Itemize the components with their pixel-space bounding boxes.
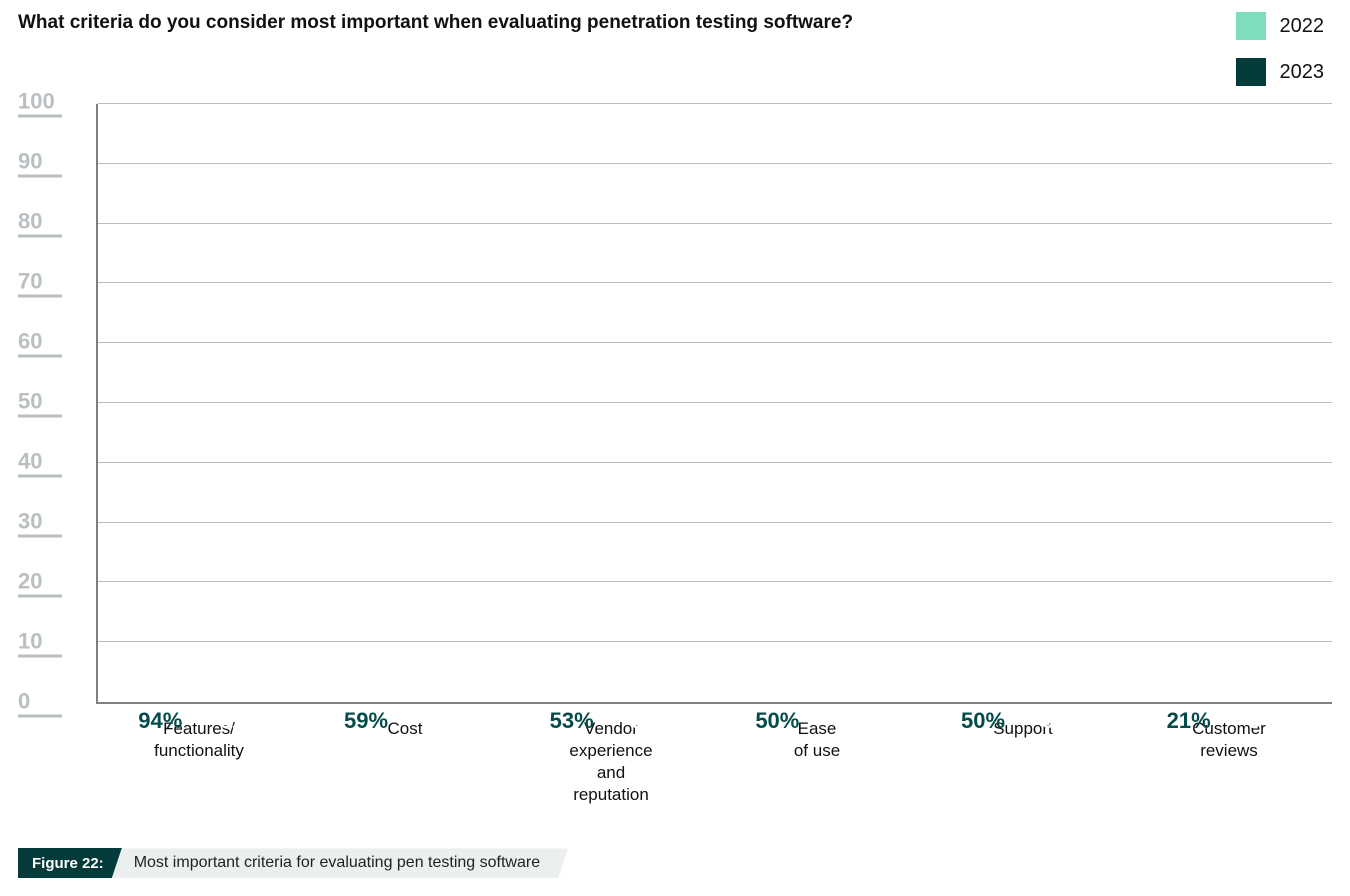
y-tick-mark — [18, 415, 62, 418]
legend-label: 2022 — [1280, 15, 1325, 38]
y-tick-label: 50 — [18, 391, 42, 413]
chart: 0102030405060708090100 94%81%59%68%53%53… — [18, 104, 1332, 704]
y-tick-mark — [18, 475, 62, 478]
y-tick-mark — [18, 355, 62, 358]
y-tick: 10 — [18, 631, 76, 658]
y-tick: 0 — [18, 691, 76, 718]
bar-value-label: 94% — [121, 708, 199, 734]
legend-swatch — [1236, 58, 1266, 86]
y-tick-mark — [18, 715, 62, 718]
legend-item: 2023 — [1236, 58, 1325, 86]
y-tick-label: 0 — [18, 691, 30, 713]
y-tick-mark — [18, 595, 62, 598]
y-tick-label: 100 — [18, 91, 55, 113]
plot-area: 94%81%59%68%53%53%50%56%50%53%21%34% — [96, 104, 1332, 704]
y-tick: 80 — [18, 211, 76, 238]
y-tick-mark — [18, 655, 62, 658]
y-tick-label: 80 — [18, 211, 42, 233]
legend-label: 2023 — [1280, 61, 1325, 84]
bar-value-label: 50% — [738, 708, 816, 734]
y-tick-label: 10 — [18, 631, 42, 653]
bar-value-label: 34% — [1231, 708, 1309, 734]
y-tick-mark — [18, 175, 62, 178]
legend-swatch — [1236, 12, 1266, 40]
y-tick-mark — [18, 235, 62, 238]
y-tick: 60 — [18, 331, 76, 358]
y-tick: 30 — [18, 511, 76, 538]
legend-item: 2022 — [1236, 12, 1325, 40]
x-axis-labels: Features/ functionalityCostVendor experi… — [96, 718, 1332, 806]
bar-value-label: 53% — [614, 708, 692, 734]
y-tick: 40 — [18, 451, 76, 478]
y-tick: 100 — [18, 91, 76, 118]
y-tick-label: 20 — [18, 571, 42, 593]
legend: 2022 2023 — [1236, 12, 1325, 86]
figure-caption-text: Most important criteria for evaluating p… — [112, 848, 568, 878]
y-tick-label: 30 — [18, 511, 42, 533]
y-tick-label: 90 — [18, 151, 42, 173]
y-tick: 90 — [18, 151, 76, 178]
bar-value-label: 59% — [327, 708, 405, 734]
bar-value-label: 53% — [533, 708, 611, 734]
y-tick: 20 — [18, 571, 76, 598]
y-tick-mark — [18, 535, 62, 538]
chart-title: What criteria do you consider most impor… — [18, 12, 853, 34]
bar-value-label: 56% — [819, 708, 897, 734]
bar-value-label: 21% — [1150, 708, 1228, 734]
y-tick-mark — [18, 115, 62, 118]
figure-caption: Figure 22: Most important criteria for e… — [18, 848, 1332, 878]
figure-tag: Figure 22: — [18, 848, 122, 878]
y-tick-label: 70 — [18, 271, 42, 293]
bar-value-label: 81% — [202, 708, 280, 734]
bar-value-label: 50% — [944, 708, 1022, 734]
bar-value-label: 68% — [408, 708, 486, 734]
y-axis: 0102030405060708090100 — [18, 104, 96, 704]
y-tick-mark — [18, 295, 62, 298]
y-tick: 50 — [18, 391, 76, 418]
bar-value-label: 53% — [1025, 708, 1103, 734]
y-tick: 70 — [18, 271, 76, 298]
y-tick-label: 40 — [18, 451, 42, 473]
y-tick-label: 60 — [18, 331, 42, 353]
